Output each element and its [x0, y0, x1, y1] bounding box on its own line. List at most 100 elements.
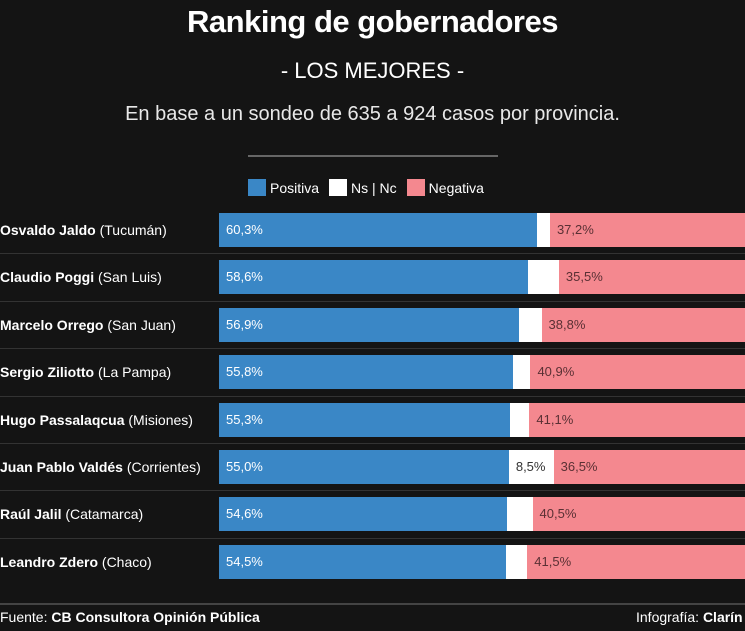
province-name: (Tucumán) [99, 222, 167, 238]
legend-label: Negativa [428, 179, 484, 196]
row-separator [0, 300, 745, 302]
legend-swatch-positiva [248, 179, 266, 196]
stacked-bar: 60,3% 37,2% [219, 213, 745, 247]
governor-name: Marcelo Orrego [0, 316, 104, 333]
stacked-bar: 58,6% 35,5% [219, 260, 745, 295]
bar-segment-positiva: 56,9% [219, 307, 519, 342]
bar-segment-nsnc [536, 213, 550, 247]
province-name: (Corrientes) [126, 459, 201, 475]
bar-segment-nsnc [506, 544, 528, 579]
data-label: 55,8% [226, 364, 263, 380]
bar-segment-positiva: 55,8% [219, 355, 514, 390]
governor-name: Sergio Ziliotto [0, 364, 95, 381]
bar-segment-nsnc [510, 402, 530, 437]
data-label: 41,1% [536, 411, 574, 427]
row-separator [0, 348, 745, 350]
row-separator [0, 537, 745, 539]
bar-row: Hugo Passalaqcua (Misiones) 55,3% 41,1% [0, 402, 745, 437]
data-label: 40,9% [537, 364, 575, 380]
bar-segment-negativa: 40,5% [532, 497, 745, 532]
legend-label: Ns | Nc [351, 179, 397, 196]
legend-swatch-negativa [406, 179, 425, 196]
province-name: (San Luis) [98, 269, 162, 286]
data-label: 60,3% [226, 222, 263, 237]
stacked-bar: 54,6% 40,5% [219, 497, 745, 532]
governor-name: Leandro Zdero [0, 553, 99, 570]
bar-segment-negativa: 36,5% [553, 450, 745, 484]
divider [248, 155, 498, 157]
source: Fuente: CB Consultora Opinión Pública [0, 609, 260, 625]
bar-row: Osvaldo Jaldo (Tucumán) 60,3% 37,2% [0, 213, 745, 247]
bar-row: Leandro Zdero (Chaco) 54,5% 41,5% [0, 544, 745, 579]
row-label: Juan Pablo Valdés (Corrientes) [0, 459, 201, 475]
stacked-bar: 54,5% 41,5% [219, 544, 745, 579]
row-separator [0, 395, 745, 397]
stacked-bar: 55,0% 8,5% 36,5% [219, 450, 745, 484]
data-label: 40,5% [539, 506, 577, 522]
governor-name: Juan Pablo Valdés [0, 459, 123, 475]
province-name: (La Pampa) [98, 364, 172, 381]
row-separator [0, 490, 745, 492]
bar-segment-positiva: 55,0% [219, 450, 509, 484]
data-label: 54,6% [226, 506, 263, 522]
data-label: 37,2% [556, 222, 594, 237]
credit: Infografía: Clarín [636, 609, 743, 625]
legend-label: Positiva [270, 179, 320, 196]
data-label: 55,3% [226, 411, 263, 427]
bar-segment-nsnc: 8,5% [508, 450, 554, 484]
governor-name: Raúl Jalil [0, 506, 62, 523]
bar-row: Raúl Jalil (Catamarca) 54,6% 40,5% [0, 497, 745, 532]
row-label: Claudio Poggi (San Luis) [0, 269, 162, 285]
data-label: 54,5% [226, 553, 263, 569]
province-name: (San Juan) [107, 316, 176, 333]
row-label: Leandro Zdero (Chaco) [0, 554, 152, 570]
chart-description: En base a un sondeo de 635 a 924 casos p… [125, 103, 620, 125]
legend-item-nsnc: Ns | Nc [329, 179, 397, 196]
bar-segment-positiva: 60,3% [219, 213, 537, 247]
data-label: 56,9% [226, 316, 263, 332]
province-name: (Chaco) [101, 553, 152, 570]
bar-segment-nsnc [506, 497, 533, 532]
bar-segment-nsnc [527, 260, 559, 295]
credit-name: Clarín [702, 609, 743, 625]
row-label: Hugo Passalaqcua (Misiones) [0, 412, 193, 428]
bar-segment-negativa: 41,5% [527, 544, 745, 579]
bar-segment-negativa: 41,1% [529, 402, 745, 437]
bar-segment-negativa: 40,9% [530, 355, 745, 390]
bar-row: Juan Pablo Valdés (Corrientes) 55,0% 8,5% 3… [0, 450, 745, 484]
legend-item-positiva: Positiva [248, 179, 319, 196]
bar-segment-negativa: 38,8% [541, 307, 745, 342]
bar-segment-positiva: 54,5% [219, 544, 507, 579]
legend: Positiva Ns | Nc Negativa [248, 179, 494, 196]
data-label: 35,5% [565, 269, 603, 285]
bar-segment-nsnc [513, 355, 531, 390]
stacked-bar: 56,9% 38,8% [219, 307, 745, 342]
data-label: 38,8% [548, 316, 586, 332]
data-label: 58,6% [226, 269, 263, 285]
footer-divider [0, 603, 745, 605]
data-label: 41,5% [534, 553, 572, 569]
province-name: (Misiones) [128, 411, 193, 428]
row-separator [0, 443, 745, 444]
bar-segment-negativa: 37,2% [549, 213, 745, 247]
legend-item-negativa: Negativa [406, 179, 484, 196]
source-label: Fuente: [0, 609, 48, 625]
source-name: CB Consultora Opinión Pública [51, 609, 260, 625]
chart-subtitle: - LOS MEJORES - [280, 58, 465, 83]
bar-row: Sergio Ziliotto (La Pampa) 55,8% 40,9% [0, 355, 745, 390]
bar-row: Marcelo Orrego (San Juan) 56,9% 38,8% [0, 307, 745, 342]
bar-segment-positiva: 58,6% [219, 260, 528, 295]
bar-segment-positiva: 54,6% [219, 497, 507, 532]
governor-name: Hugo Passalaqcua [0, 411, 125, 428]
stacked-bar: 55,8% 40,9% [219, 355, 745, 390]
data-label: 8,5% [515, 459, 546, 474]
stacked-bar: 55,3% 41,1% [219, 402, 745, 437]
row-label: Sergio Ziliotto (La Pampa) [0, 364, 171, 380]
governor-name: Claudio Poggi [0, 269, 95, 286]
credit-label: Infografía: [636, 609, 700, 625]
row-label: Marcelo Orrego (San Juan) [0, 317, 176, 333]
row-label: Raúl Jalil (Catamarca) [0, 506, 143, 522]
province-name: (Catamarca) [65, 506, 144, 523]
bar-segment-negativa: 35,5% [558, 260, 745, 295]
legend-swatch-nsnc [329, 179, 348, 196]
